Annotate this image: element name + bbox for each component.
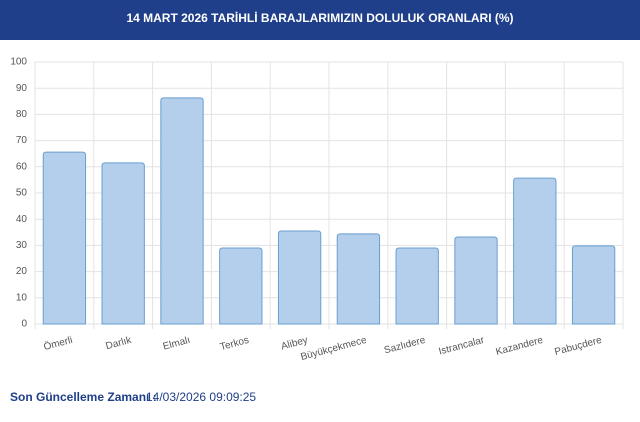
y-tick-label: 30 [16, 240, 28, 251]
footer-label: Son Güncelleme Zamanı : [10, 390, 157, 404]
x-tick-label: Alibey [280, 335, 309, 353]
x-tick-label: Darlık [105, 335, 134, 353]
y-tick-label: 40 [16, 214, 28, 225]
bar [513, 177, 557, 325]
x-tick-label: Elmalı [162, 335, 192, 353]
bar [395, 247, 439, 325]
bar [160, 97, 204, 325]
y-tick-label: 0 [21, 319, 27, 330]
x-tick-label: Terkos [219, 335, 250, 353]
y-tick-label: 80 [16, 109, 28, 120]
bar [336, 233, 381, 325]
x-tick-label: Istrancalar [438, 335, 487, 358]
bar [277, 230, 322, 325]
y-tick-label: 60 [16, 161, 28, 172]
x-tick-label: Sazlıdere [383, 335, 427, 357]
header-bar [0, 0, 640, 40]
y-tick-label: 20 [16, 266, 28, 277]
bar [571, 245, 616, 325]
bar [454, 236, 498, 325]
y-tick-label: 100 [10, 57, 27, 68]
x-tick-label: Ömerli [42, 334, 74, 353]
bar [101, 162, 145, 325]
y-tick-label: 10 [16, 292, 28, 303]
x-tick-label: Kazandere [495, 335, 545, 358]
y-tick-label: 50 [16, 188, 28, 199]
chart-title: 14 MART 2026 TARİHLİ BARAJLARIMIZIN DOLU… [126, 10, 513, 25]
y-tick-label: 70 [16, 135, 28, 146]
y-tick-label: 90 [16, 83, 28, 94]
bar [42, 151, 87, 325]
footer-value: 14/03/2026 09:09:25 [146, 390, 256, 404]
x-tick-label: Büyükçekmece [300, 335, 369, 363]
x-tick-label: Pabuçdere [553, 335, 603, 358]
bar [219, 247, 263, 325]
